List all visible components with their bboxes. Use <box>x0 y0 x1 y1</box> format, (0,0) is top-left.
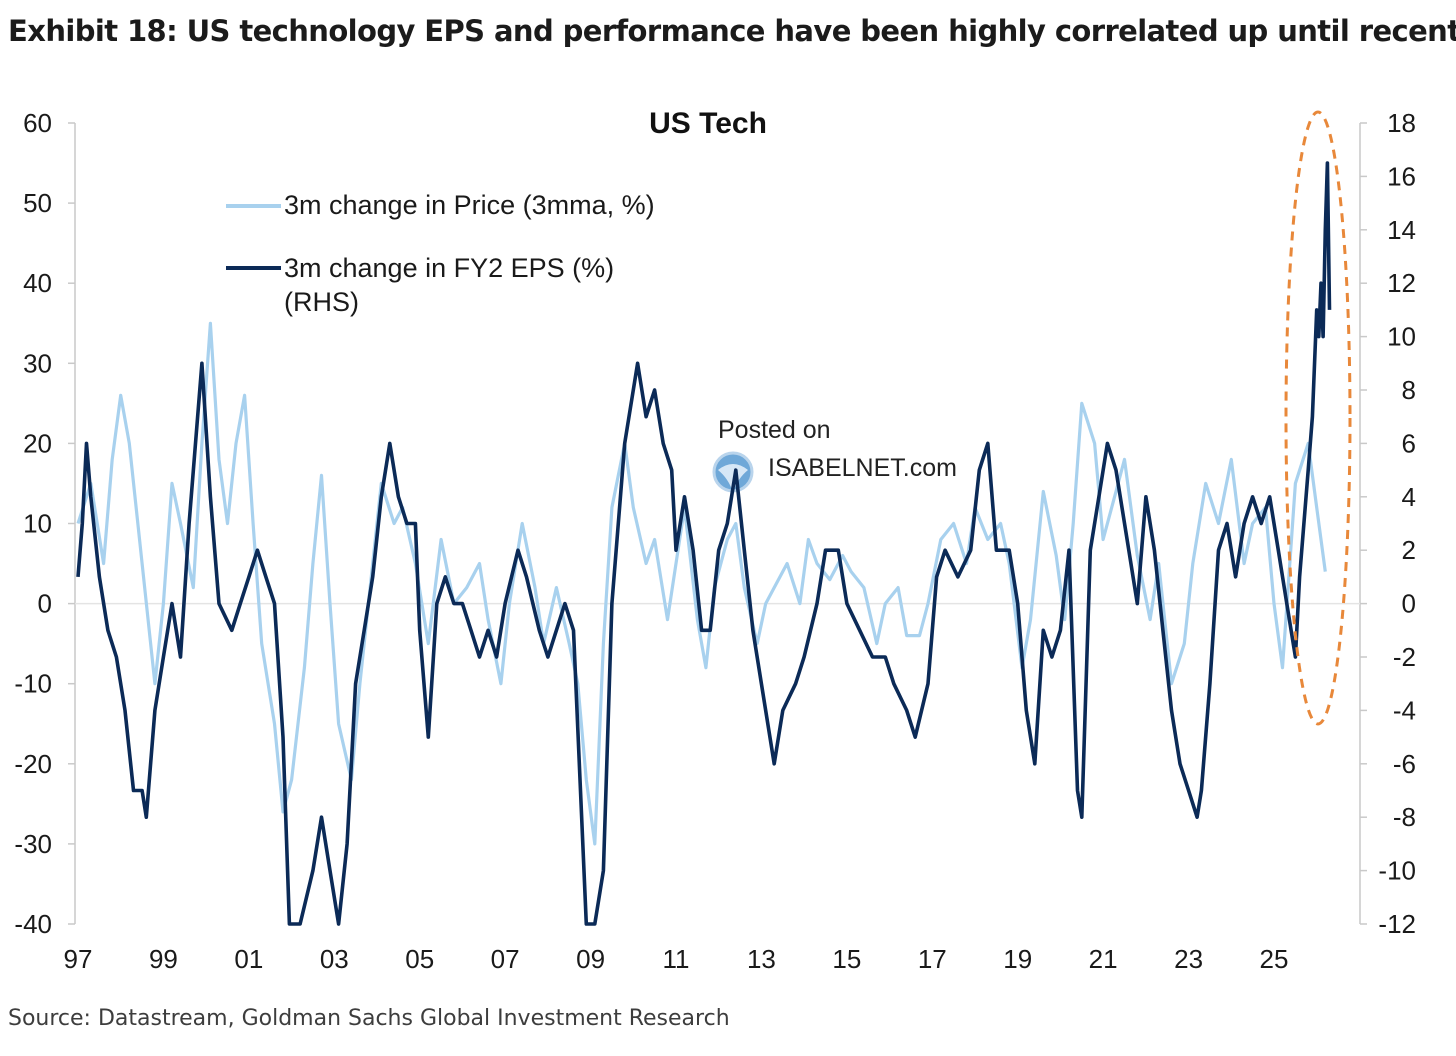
right-tick-label: 6 <box>1402 428 1416 458</box>
x-tick-label: 13 <box>747 944 776 974</box>
left-tick-label: 50 <box>23 188 52 218</box>
x-tick-label: 15 <box>832 944 861 974</box>
watermark-line1: Posted on <box>718 416 831 444</box>
right-tick-label: 10 <box>1387 322 1416 352</box>
right-axis-ticks: 18 16 14 12 10 8 6 4 2 0 -2 -4 -6 -8 -10 -12 <box>1360 108 1416 939</box>
left-tick-label: 0 <box>38 589 52 619</box>
x-axis-ticks: 97 99 01 03 05 07 09 11 13 15 17 19 21 23 25 <box>64 944 1289 974</box>
x-tick-label: 19 <box>1003 944 1032 974</box>
x-tick-label: 25 <box>1260 944 1289 974</box>
left-tick-label: 40 <box>23 268 52 298</box>
x-tick-label: 03 <box>320 944 349 974</box>
left-tick-label: 60 <box>23 108 52 138</box>
right-tick-label: 12 <box>1387 268 1416 298</box>
left-tick-label: -10 <box>14 669 52 699</box>
right-tick-label: -10 <box>1378 856 1416 886</box>
legend-label-eps: 3m change in FY2 EPS (%) (RHS) <box>284 253 614 317</box>
right-tick-label: -6 <box>1393 749 1416 779</box>
left-tick-label: 20 <box>23 428 52 458</box>
right-tick-label: 18 <box>1387 108 1416 138</box>
x-tick-label: 21 <box>1089 944 1118 974</box>
right-tick-label: -4 <box>1393 695 1416 725</box>
left-axis-ticks: 60 50 40 30 20 10 0 -10 -20 -30 -40 <box>14 108 75 939</box>
x-tick-label: 99 <box>149 944 178 974</box>
x-tick-label: 01 <box>234 944 263 974</box>
eps-series-line <box>76 161 1332 926</box>
right-tick-label: -12 <box>1378 909 1416 939</box>
right-tick-label: 0 <box>1402 589 1416 619</box>
left-tick-label: -30 <box>14 829 52 859</box>
x-tick-label: 23 <box>1174 944 1203 974</box>
right-tick-label: 4 <box>1402 482 1416 512</box>
left-tick-label: 30 <box>23 348 52 378</box>
right-tick-label: 2 <box>1402 535 1416 565</box>
right-tick-label: -2 <box>1393 642 1416 672</box>
left-tick-label: -20 <box>14 749 52 779</box>
x-tick-label: 09 <box>576 944 605 974</box>
right-tick-label: -8 <box>1393 802 1416 832</box>
chart-axes <box>74 123 1361 924</box>
watermark: Posted on ISABELNET.com <box>712 416 957 493</box>
chart-title: US Tech <box>649 107 767 140</box>
exhibit-title: Exhibit 18: US technology EPS and perfor… <box>8 14 1456 48</box>
series-layer <box>76 161 1332 926</box>
right-tick-label: 14 <box>1387 215 1416 245</box>
x-tick-label: 97 <box>64 944 93 974</box>
x-tick-label: 17 <box>918 944 947 974</box>
x-tick-label: 07 <box>491 944 520 974</box>
highlight-ellipse <box>1284 110 1352 726</box>
x-tick-label: 05 <box>405 944 434 974</box>
right-tick-label: 16 <box>1387 161 1416 191</box>
legend: 3m change in Price (3mma, %) 3m change i… <box>226 190 655 317</box>
x-tick-label: 11 <box>663 944 690 974</box>
watermark-line2: ISABELNET.com <box>768 454 957 482</box>
left-tick-label: 10 <box>23 509 52 539</box>
left-tick-label: -40 <box>14 909 52 939</box>
right-tick-label: 8 <box>1402 375 1416 405</box>
source-note: Source: Datastream, Goldman Sachs Global… <box>8 1006 730 1031</box>
legend-label-price: 3m change in Price (3mma, %) <box>284 190 655 220</box>
